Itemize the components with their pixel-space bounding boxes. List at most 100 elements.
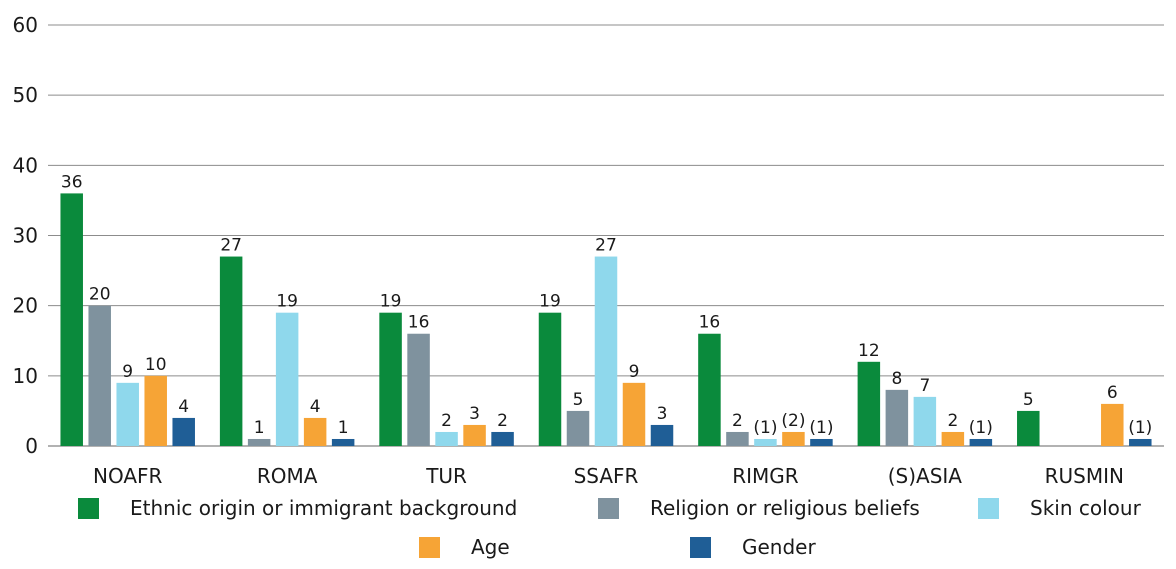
bar [754,438,777,446]
bar [275,312,299,446]
legend-item-age: Age [419,535,510,559]
bar-value-label: 5 [1023,390,1034,410]
bar [726,431,749,446]
bar-value-label: 7 [919,376,930,396]
legend-label: Gender [742,535,816,559]
bar [331,438,355,446]
legend-swatch [598,497,619,519]
legend-label: Religion or religious beliefs [650,496,920,520]
bar-value-label: 1 [338,418,349,438]
legend-swatch [690,536,711,558]
bar-value-label: 20 [89,285,111,305]
y-tick-label: 20 [13,294,38,318]
bar-value-label: 19 [539,292,561,312]
bar [116,382,139,446]
bar [379,312,402,446]
legend-swatch [978,497,999,519]
bar-value-label: 1 [254,418,265,438]
bar-value-label: 10 [145,355,167,375]
x-tick-label: NOAFR [93,464,163,488]
bar [698,333,721,446]
bar [407,333,430,446]
bar-value-label: 19 [276,292,298,312]
legend-item-skin-colour: Skin colour [978,496,1141,520]
x-tick-label: SSAFR [574,464,639,488]
legend-item-gender: Gender [690,535,816,559]
bar [144,375,167,446]
bar-value-label: 12 [858,341,880,361]
bar [219,256,243,446]
y-tick-label: 10 [13,364,38,388]
bar-value-label: 2 [441,411,452,431]
bar-value-label: 3 [469,404,480,424]
bar-value-label: 2 [497,411,508,431]
bar [885,389,909,446]
legend-label: Age [471,535,510,559]
x-tick-label: (S)ASIA [888,464,963,488]
bar [566,410,590,446]
y-tick-label: 0 [25,434,38,458]
bar-value-label: (1) [753,418,777,438]
bar [463,424,486,446]
y-axis-tick-labels: 0 10 20 30 40 50 60 [13,13,38,458]
bar [303,417,327,446]
legend-swatch [419,536,440,558]
bar [88,305,111,446]
bar-value-label: 8 [891,369,902,389]
bar [594,256,618,446]
bar [913,396,937,446]
bar-value-label: 27 [595,236,617,256]
y-tick-label: 40 [13,153,38,177]
x-tick-label: RUSMIN [1045,464,1124,488]
x-tick-label: RIMGR [732,464,799,488]
legend-label: Skin colour [1030,496,1141,520]
bar-value-label: (2) [781,411,805,431]
bar-value-label: 4 [178,397,189,417]
bar [857,361,881,446]
bar [491,431,514,446]
legend-item-religion: Religion or religious beliefs [598,496,920,520]
y-tick-label: 50 [13,83,38,107]
y-tick-label: 60 [13,13,38,37]
bar [172,417,195,446]
bar-value-label: (1) [1128,418,1152,438]
bar [1101,403,1124,446]
bar [782,431,805,446]
bar [650,424,674,446]
bar-series [60,193,1152,446]
bar-value-label: 6 [1107,383,1118,403]
bar-value-label: 27 [220,236,242,256]
bar [622,382,646,446]
legend-item-ethnic-origin: Ethnic origin or immigrant background [78,496,517,520]
bar-value-label: 19 [380,292,402,312]
bar-value-label: (1) [969,418,993,438]
legend-label: Ethnic origin or immigrant background [130,496,518,520]
x-tick-label: TUR [425,464,467,488]
legend-swatch [78,497,99,519]
bar [538,312,562,446]
bar [435,431,458,446]
bar [1129,438,1152,446]
bar-value-label: 2 [947,411,958,431]
bar [810,438,833,446]
bar [969,438,993,446]
bar-value-label: 9 [122,362,133,382]
x-tick-label: ROMA [257,464,318,488]
bar [1017,410,1040,446]
bar-value-label: 4 [310,397,321,417]
bar-value-label: 3 [657,404,668,424]
x-axis-tick-labels: NOAFR ROMA TUR SSAFR RIMGR (S)ASIA RUSMIN [93,464,1124,488]
bar-value-label: 2 [732,411,743,431]
y-tick-label: 30 [13,224,38,248]
bar [941,431,965,446]
bar [247,438,271,446]
bar-value-label: 16 [408,313,430,333]
bar-value-label: (1) [809,418,833,438]
bar-value-label: 36 [61,172,83,192]
bar-value-label: 5 [573,390,584,410]
bar [60,193,83,446]
bar-value-label: 16 [699,313,721,333]
bar-value-label: 9 [629,362,640,382]
